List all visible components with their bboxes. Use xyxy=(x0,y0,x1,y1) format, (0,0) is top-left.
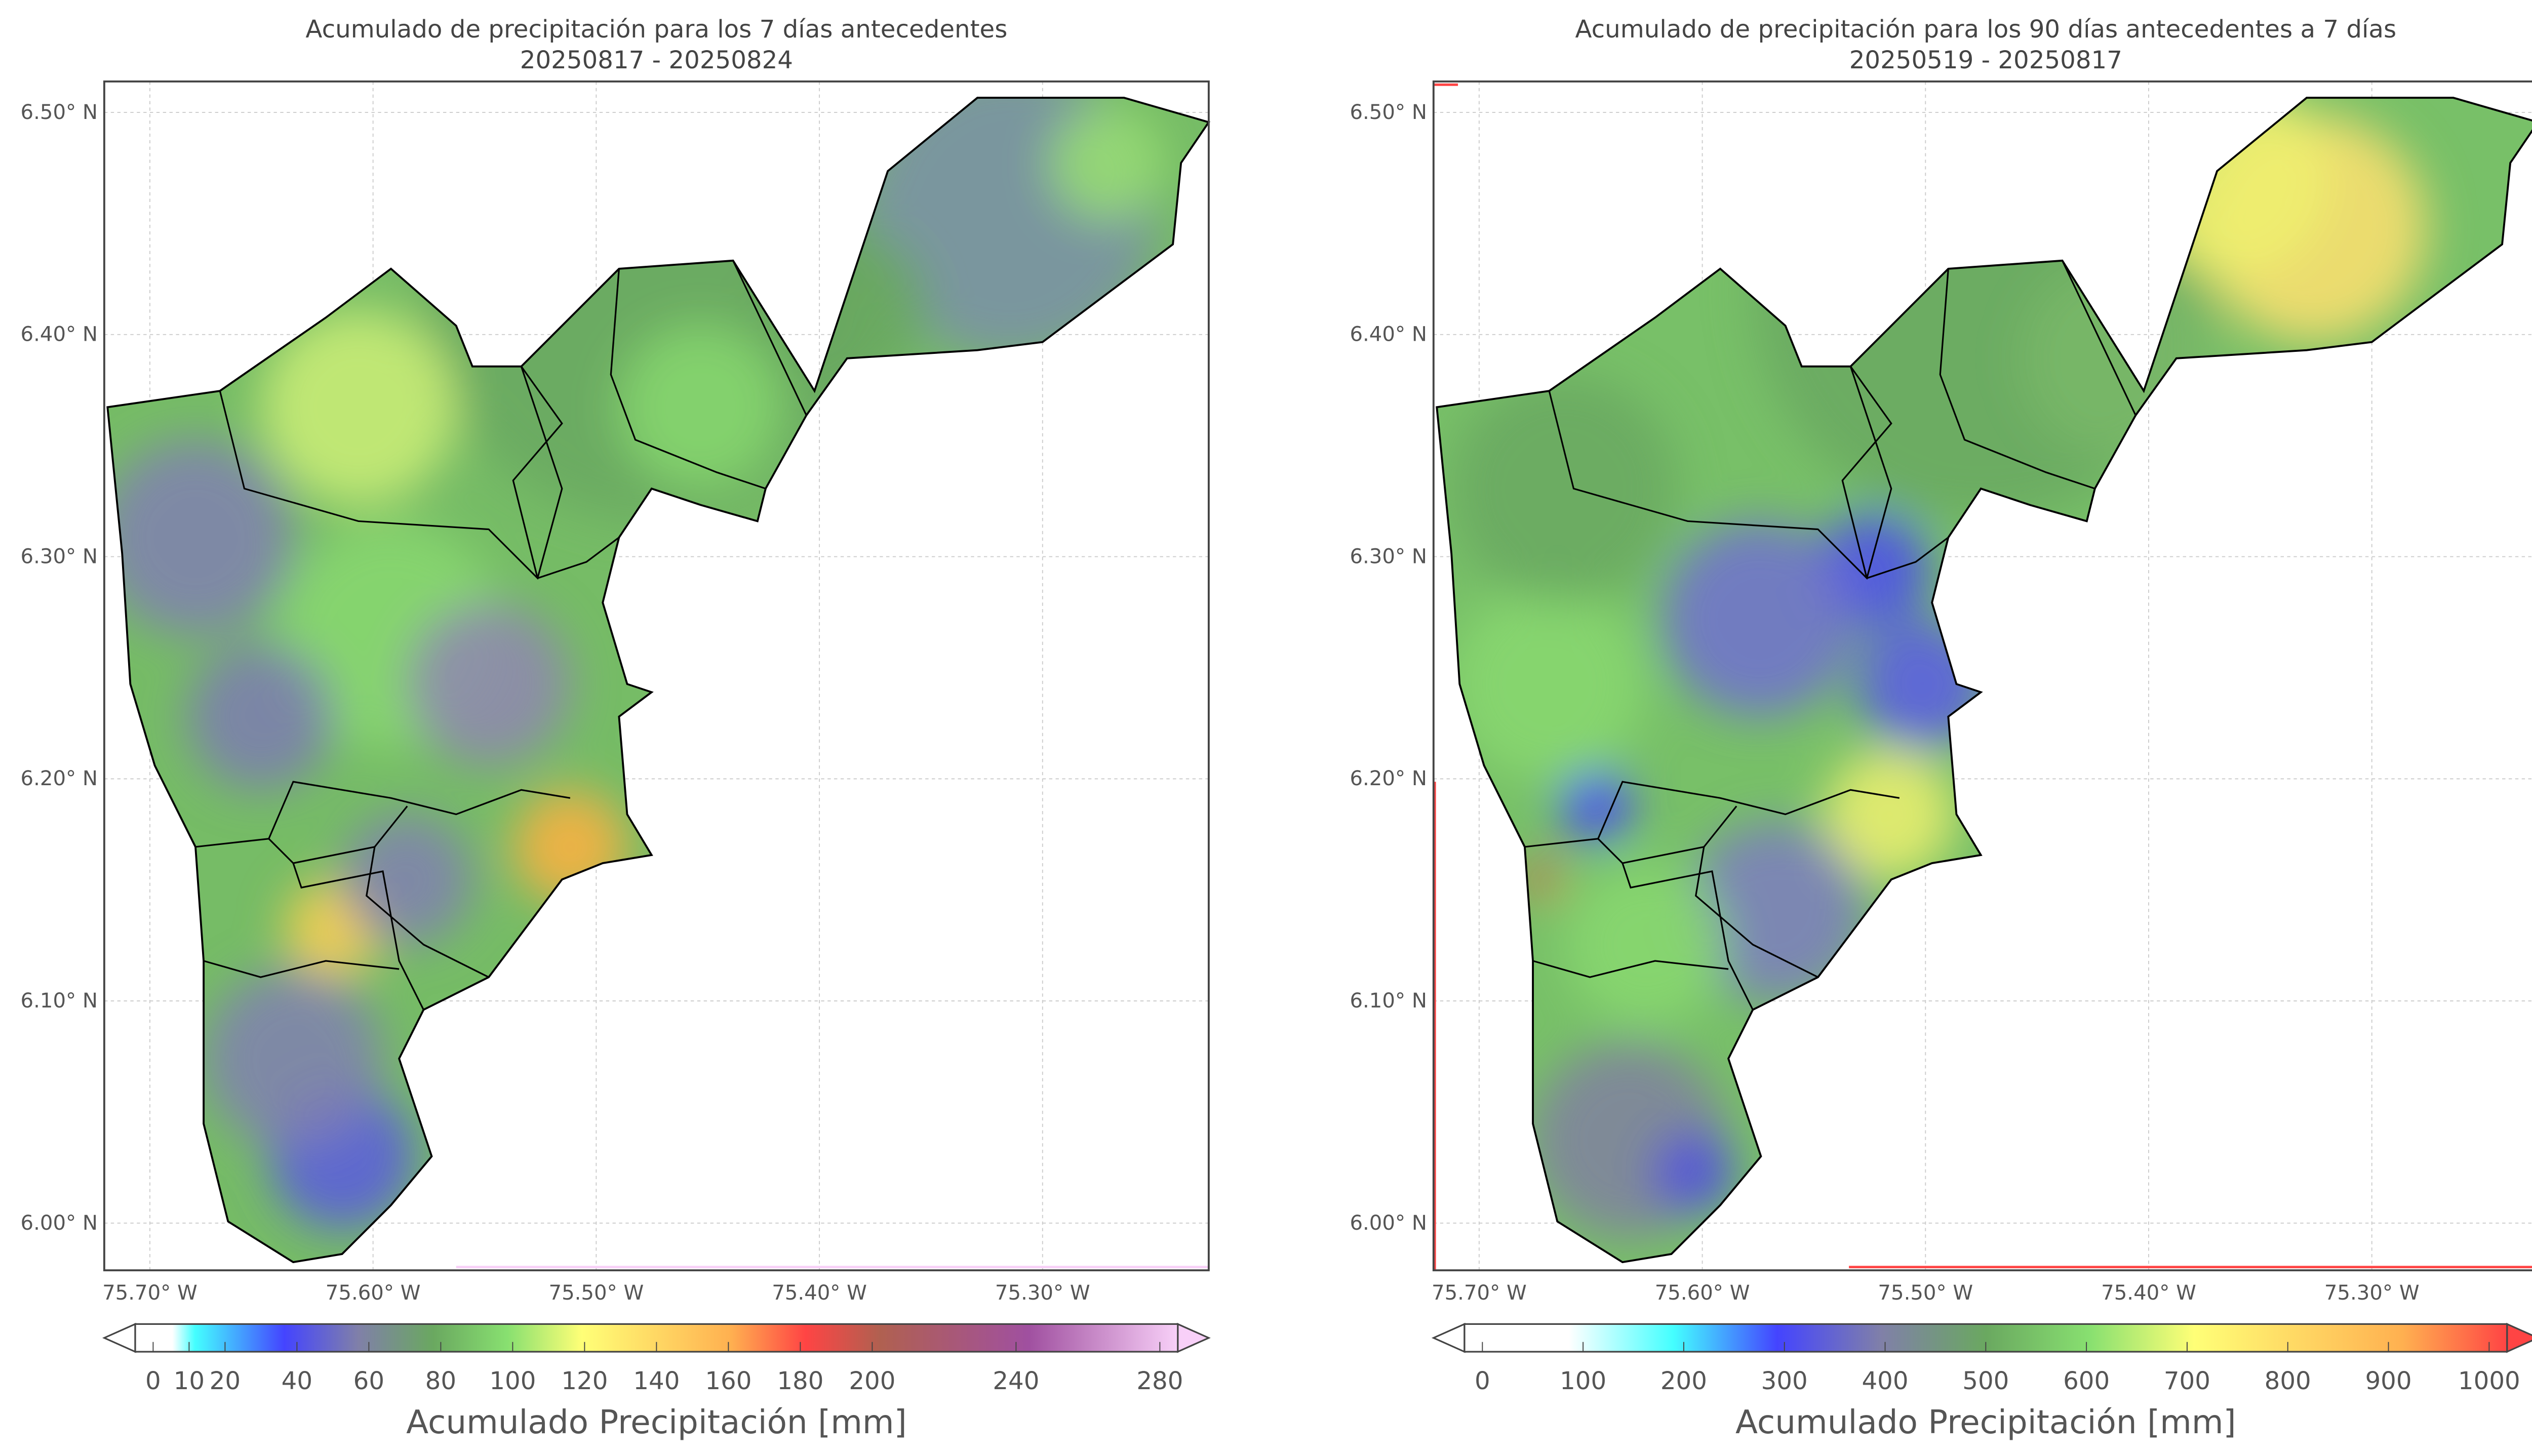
colorbar-tick-label: 900 xyxy=(2365,1367,2411,1395)
lon-tick-label: 75.30° W xyxy=(2324,1281,2420,1305)
basin-outline xyxy=(1436,97,2532,1264)
subbasin-boundary xyxy=(219,366,563,580)
colorbar-tick-label: 200 xyxy=(849,1367,895,1395)
lon-tick-label: 75.70° W xyxy=(1432,1281,1527,1305)
colorbar-tick-label: 20 xyxy=(210,1367,241,1395)
lon-tick-label: 75.60° W xyxy=(326,1281,421,1305)
axes-frame xyxy=(103,80,1210,1272)
subbasin-boundary xyxy=(268,805,408,864)
colorbar: 0 10 20 40 60 80 100 120 140 160 180 200 240 280 Acumu… xyxy=(102,1322,1211,1441)
colorbar-tick-label: 0 xyxy=(1475,1367,1490,1395)
colorbar-tick-label: 600 xyxy=(2063,1367,2110,1395)
lat-tick-label: 6.30° N xyxy=(1350,545,1427,568)
subbasin-boundary xyxy=(1597,805,1737,864)
colorbar-tick-label: 1000 xyxy=(2458,1367,2520,1395)
colorbar-tick-label: 100 xyxy=(489,1367,536,1395)
subbasin-boundary xyxy=(732,260,807,416)
lat-tick-label: 6.10° N xyxy=(1350,989,1427,1013)
subbasin-boundary xyxy=(1548,366,1892,580)
subbasin-boundary xyxy=(1939,268,2095,490)
lat-tick-label: 6.30° N xyxy=(21,545,98,568)
colorbar-label: Acumulado Precipitación [mm] xyxy=(1735,1403,2236,1441)
lat-tick-label: 6.00° N xyxy=(21,1211,98,1235)
lat-tick-label: 6.40° N xyxy=(21,323,98,346)
colorbar-tick-label: 60 xyxy=(353,1367,384,1395)
colorbar-extend-min xyxy=(102,1322,136,1353)
panel-title: Acumulado de precipitación para los 7 dí… xyxy=(305,15,1007,44)
colorbar-gradient xyxy=(134,1323,1179,1353)
colorbar-tick-label: 280 xyxy=(1136,1367,1183,1395)
lat-tick-label: 6.20° N xyxy=(21,767,98,790)
colorbar-tick-label: 140 xyxy=(633,1367,680,1395)
lon-tick-label: 75.40° W xyxy=(772,1281,867,1305)
lon-tick-label: 75.60° W xyxy=(1655,1281,1750,1305)
lat-tick-label: 6.20° N xyxy=(1350,767,1427,790)
colorbar-extend-max xyxy=(2506,1322,2532,1353)
lat-tick-label: 6.10° N xyxy=(21,989,98,1013)
colorbar-tick-label: 100 xyxy=(1560,1367,1606,1395)
subbasin-boundary xyxy=(2062,260,2137,416)
subbasin-boundary xyxy=(1866,537,1949,579)
subbasin-boundary xyxy=(512,366,563,579)
colorbar-tick-label: 200 xyxy=(1660,1367,1707,1395)
colorbar-label: Acumulado Precipitación [mm] xyxy=(406,1403,907,1441)
lon-tick-label: 75.30° W xyxy=(995,1281,1090,1305)
colorbar-tick-label: 180 xyxy=(777,1367,823,1395)
colorbar-extend-min xyxy=(1431,1322,1466,1353)
subbasin-boundary xyxy=(1694,846,1818,978)
lon-tick-label: 75.50° W xyxy=(1878,1281,1973,1305)
lon-tick-label: 75.50° W xyxy=(548,1281,644,1305)
lat-tick-label: 6.00° N xyxy=(1350,1211,1427,1235)
lat-tick-label: 6.40° N xyxy=(1350,323,1427,346)
subbasin-boundary xyxy=(366,846,489,978)
subbasin-boundary xyxy=(537,537,620,579)
subbasin-boundary xyxy=(1532,960,1729,978)
basin-outline xyxy=(106,97,1210,1264)
colorbar-tick-label: 160 xyxy=(705,1367,751,1395)
colorbar-tick-label: 10 xyxy=(174,1367,205,1395)
panel-subtitle-dates: 20250519 - 20250817 xyxy=(1849,46,2122,74)
colorbar-tick-label: 300 xyxy=(1761,1367,1808,1395)
map-panel-90-days: Acumulado de precipitación para los 90 d… xyxy=(1350,15,2532,1441)
colorbar-tick-label: 240 xyxy=(993,1367,1039,1395)
subbasin-boundary xyxy=(610,268,766,490)
colorbar-tick-label: 400 xyxy=(1862,1367,1908,1395)
axes-frame xyxy=(1432,80,2532,1272)
colorbar-tick-label: 0 xyxy=(145,1367,161,1395)
subbasin-boundary xyxy=(292,863,424,1010)
colorbar-extend-max xyxy=(1177,1322,1211,1353)
lon-tick-label: 75.40° W xyxy=(2101,1281,2196,1305)
map-axes: 6.50° N 6.40° N 6.30° N 6.20° N 6.10° N 6.00°… xyxy=(1350,80,2532,1305)
lon-tick-label: 75.70° W xyxy=(102,1281,197,1305)
colorbar-tick-label: 800 xyxy=(2265,1367,2311,1395)
lat-tick-label: 6.50° N xyxy=(21,101,98,124)
colorbar-tick-label: 700 xyxy=(2164,1367,2210,1395)
colorbar-tick-label: 120 xyxy=(561,1367,608,1395)
subbasin-boundary xyxy=(203,960,400,978)
colorbar: 0 100 200 300 400 500 600 700 800 900 1000 Acumulad… xyxy=(1431,1322,2532,1441)
colorbar-tick-label: 80 xyxy=(425,1367,456,1395)
map-axes: 6.50° N 6.40° N 6.30° N 6.20° N 6.10° N 6.00°… xyxy=(21,80,1210,1305)
subbasin-boundary xyxy=(1841,366,1892,579)
colorbar-tick-label: 500 xyxy=(1962,1367,2009,1395)
panel-subtitle-dates: 20250817 - 20250824 xyxy=(520,46,793,74)
panel-title: Acumulado de precipitación para los 90 d… xyxy=(1575,15,2397,44)
subbasin-boundary xyxy=(1621,863,1754,1010)
lat-tick-label: 6.50° N xyxy=(1350,101,1427,124)
colorbar-tick-label: 40 xyxy=(282,1367,312,1395)
map-panel-7-days: Acumulado de precipitación para los 7 dí… xyxy=(21,15,1211,1441)
